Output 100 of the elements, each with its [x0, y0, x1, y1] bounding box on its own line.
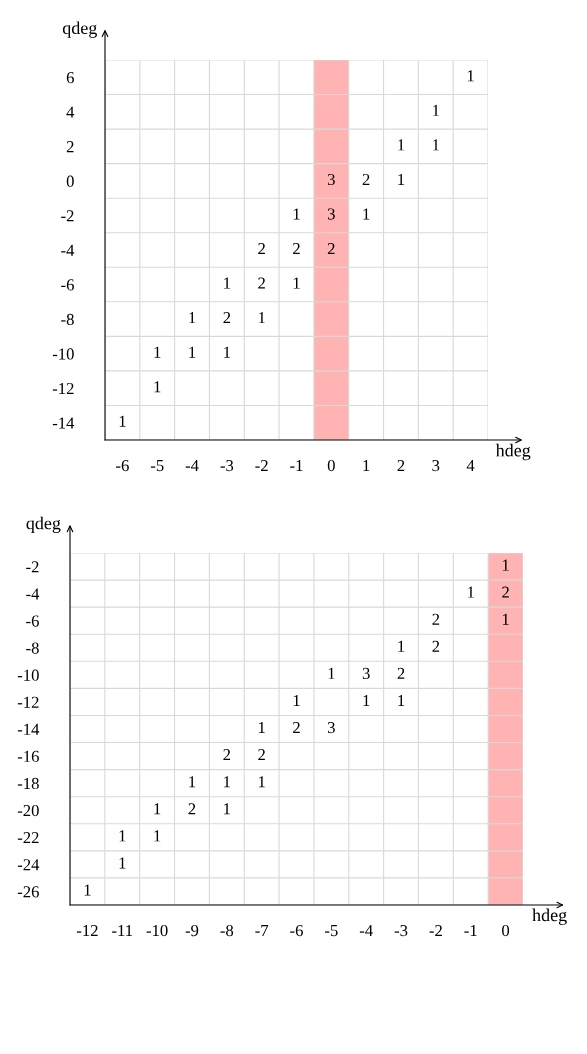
y-tick-label: 0: [66, 175, 74, 187]
data-label: 2: [327, 242, 335, 255]
x-tick-label: 4: [466, 460, 475, 472]
x-tick-label: -7: [255, 925, 269, 937]
y-tick-label: -6: [61, 279, 74, 291]
y-axis-title: qdeg: [62, 21, 97, 38]
data-label: 2: [432, 640, 440, 652]
x-axis-title: hdeg: [495, 443, 531, 461]
data-label: 1: [468, 586, 474, 598]
data-label: 1: [84, 884, 91, 896]
y-tick-label: -18: [17, 777, 39, 790]
data-label: 1: [189, 776, 196, 788]
data-label: 1: [328, 667, 335, 679]
x-tick-label: 0: [327, 459, 335, 472]
data-label: 1: [258, 312, 265, 324]
data-label: 1: [293, 277, 300, 289]
y-tick-label: -10: [52, 348, 74, 360]
x-tick-label: -5: [325, 925, 338, 937]
y-tick-label: -14: [17, 723, 40, 735]
x-tick-label: 1: [363, 460, 370, 472]
data-label: 1: [293, 208, 300, 220]
x-tick-label: 3: [432, 459, 440, 472]
y-tick-label: -8: [61, 313, 74, 326]
y-axis-title: qdeg: [26, 516, 61, 534]
y-tick-label: -24: [17, 859, 40, 871]
data-label: 1: [363, 208, 370, 220]
x-tick-label: -3: [394, 924, 408, 937]
data-label: 1: [258, 722, 265, 734]
data-label: 3: [327, 208, 335, 220]
x-tick-label: -2: [255, 459, 268, 472]
y-tick-label: -8: [26, 642, 39, 654]
y-tick-label: -6: [26, 615, 39, 627]
x-tick-label: -6: [290, 924, 303, 937]
data-label: 1: [119, 830, 126, 842]
data-label: 1: [433, 104, 439, 116]
x-tick-label: -4: [185, 460, 199, 472]
data-label: 2: [293, 242, 300, 255]
y-tick-label: -20: [17, 804, 39, 817]
y-tick-label: -2: [26, 561, 39, 573]
data-label: 1: [189, 346, 196, 358]
data-label: 1: [293, 694, 300, 706]
data-label: 1: [224, 346, 231, 358]
data-label: 3: [362, 667, 370, 680]
y-tick-label: -14: [52, 417, 75, 429]
data-label: 1: [363, 694, 370, 706]
data-label: 1: [502, 559, 509, 571]
y-tick-label: -26: [17, 886, 39, 898]
data-label: 1: [224, 803, 230, 815]
data-label: 1: [154, 830, 161, 842]
data-label: 1: [154, 803, 161, 815]
x-tick-label: -10: [146, 924, 168, 937]
data-label: 1: [398, 640, 405, 652]
data-label: 1: [467, 70, 474, 82]
data-label: 2: [188, 803, 196, 815]
data-label: 3: [327, 173, 335, 186]
data-label: 1: [224, 277, 231, 289]
data-label: 3: [327, 721, 335, 734]
y-tick-label: 6: [66, 72, 74, 84]
data-label: 2: [362, 173, 370, 185]
y-tick-label: 2: [66, 141, 74, 153]
x-tick-label: 2: [397, 459, 405, 472]
x-tick-label: -12: [76, 924, 98, 937]
y-tick-label: -22: [17, 832, 39, 844]
data-label: 1: [502, 613, 509, 625]
x-tick-label: -11: [112, 925, 133, 937]
data-label: 2: [293, 721, 300, 734]
x-tick-label: -1: [464, 925, 477, 937]
x-tick-label: -6: [116, 459, 129, 472]
x-tick-label: -4: [359, 925, 373, 937]
data-label: 1: [433, 139, 439, 151]
y-tick-label: -2: [61, 210, 74, 222]
y-tick-label: -10: [17, 669, 39, 681]
x-tick-label: -1: [290, 460, 303, 472]
data-label: 1: [224, 776, 230, 788]
data-label: 1: [258, 776, 265, 788]
data-label: 2: [223, 749, 231, 761]
data-label: 2: [502, 586, 509, 598]
data-label: 1: [119, 415, 126, 427]
x-tick-label: -3: [220, 459, 234, 472]
data-label: 1: [154, 346, 161, 358]
x-tick-label: -2: [429, 924, 442, 937]
data-label: 1: [398, 139, 405, 151]
data-label: 1: [189, 312, 196, 324]
y-tick-label: -12: [52, 382, 74, 394]
data-label: 1: [119, 857, 126, 869]
x-axis-title: hdeg: [532, 908, 567, 925]
data-label: 1: [154, 381, 161, 393]
data-label: 2: [258, 749, 265, 761]
y-tick-label: -16: [17, 750, 39, 763]
x-tick-label: 0: [502, 924, 510, 937]
data-label: 1: [398, 694, 405, 706]
x-tick-label: -8: [220, 924, 234, 937]
data-label: 2: [258, 242, 265, 255]
y-tick-label: -4: [61, 244, 75, 256]
y-tick-label: -12: [17, 696, 39, 708]
x-tick-label: -5: [150, 460, 164, 472]
data-label: 1: [398, 173, 405, 185]
y-tick-label: -4: [26, 588, 40, 600]
data-label: 2: [397, 667, 405, 679]
y-tick-label: 4: [66, 106, 75, 118]
